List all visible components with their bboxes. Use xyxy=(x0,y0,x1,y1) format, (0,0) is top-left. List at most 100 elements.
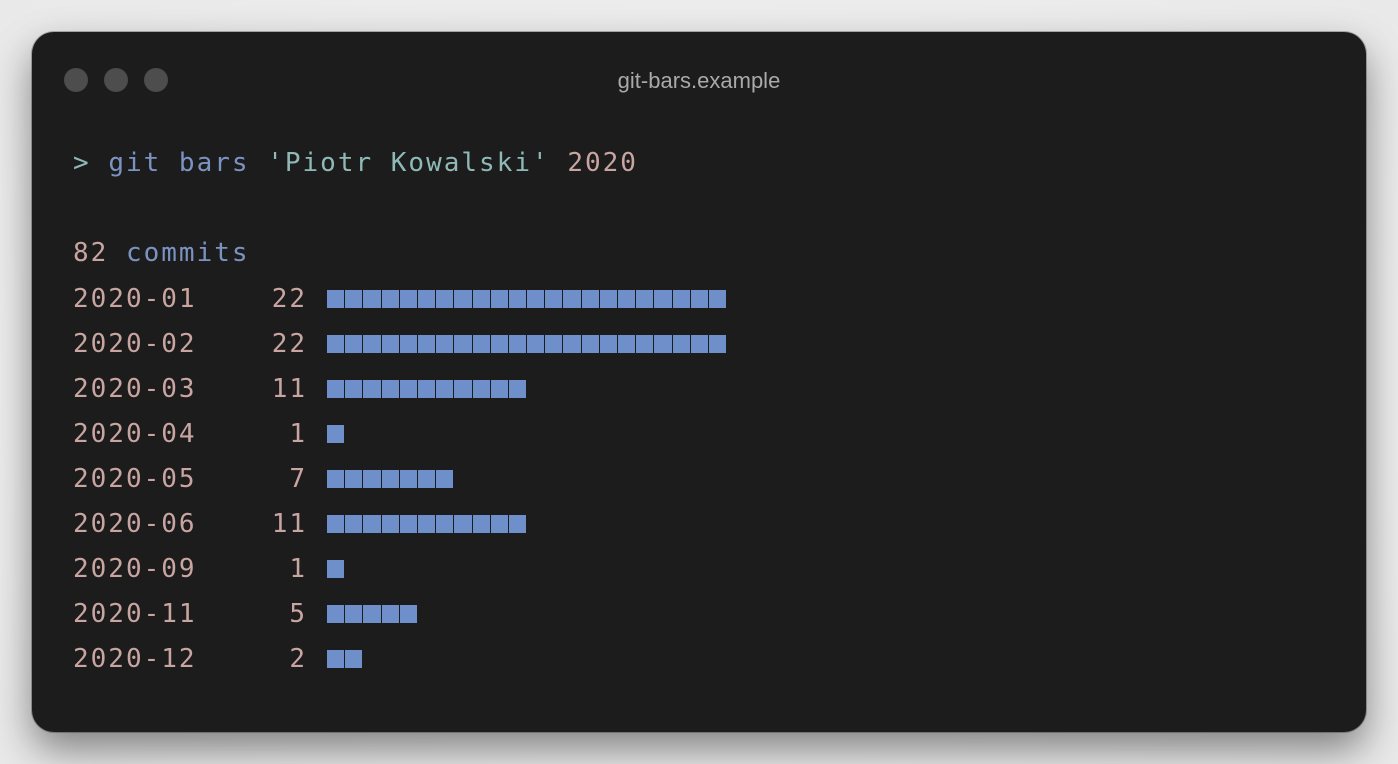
bar-block xyxy=(654,335,672,353)
bar-block xyxy=(436,335,454,353)
commit-bar xyxy=(327,290,727,308)
bar-block xyxy=(327,515,345,533)
commit-bar xyxy=(327,470,454,488)
month-label: 2020-01 xyxy=(73,284,197,314)
bar-row-2020-03: 2020-03 11 xyxy=(73,372,1273,406)
month-label: 2020-06 xyxy=(73,509,197,539)
commit-total: 82 xyxy=(73,238,109,268)
bar-block xyxy=(345,515,363,533)
bar-block xyxy=(454,335,472,353)
bar-block xyxy=(345,380,363,398)
bar-block xyxy=(618,290,636,308)
terminal-window: git-bars.example > git bars 'Piotr Kowal… xyxy=(32,32,1366,732)
bar-block xyxy=(490,335,508,353)
commit-bar xyxy=(327,335,727,353)
bar-block xyxy=(345,605,363,623)
month-label: 2020-09 xyxy=(73,554,197,584)
bar-block xyxy=(436,470,454,488)
bar-row-2020-09: 2020-09 1 xyxy=(73,552,1273,586)
bar-block xyxy=(708,335,727,353)
bar-block xyxy=(327,650,345,668)
bar-block xyxy=(545,290,563,308)
bar-block xyxy=(345,650,363,668)
prompt-symbol: > xyxy=(73,148,91,178)
commit-bar xyxy=(327,380,527,398)
commit-bar xyxy=(327,605,418,623)
bar-block xyxy=(636,335,654,353)
bar-block xyxy=(708,290,727,308)
bar-block xyxy=(527,335,545,353)
bar-block xyxy=(472,515,490,533)
window-title: git-bars.example xyxy=(617,68,781,93)
terminal-content: > git bars 'Piotr Kowalski' 2020 82 comm… xyxy=(73,32,727,674)
bar-block xyxy=(472,380,490,398)
commit-count: 11 xyxy=(271,374,307,404)
bar-block xyxy=(527,290,545,308)
bar-block xyxy=(399,380,417,398)
bar-block xyxy=(417,335,436,353)
bar-block xyxy=(363,470,381,488)
bar-block xyxy=(327,560,345,578)
bar-block xyxy=(454,515,472,533)
commit-summary: 82 commits xyxy=(73,236,250,270)
bar-block xyxy=(399,605,417,623)
commit-bar xyxy=(327,560,345,578)
bar-block xyxy=(381,515,399,533)
month-label: 2020-04 xyxy=(73,419,197,449)
year-argument: 2020 xyxy=(567,148,638,178)
bar-block xyxy=(436,380,454,398)
zoom-window-button[interactable] xyxy=(144,68,168,92)
bar-block xyxy=(636,290,654,308)
commit-count: 1 xyxy=(289,419,307,449)
bar-block xyxy=(436,515,454,533)
bar-block xyxy=(618,335,636,353)
bar-block xyxy=(599,335,617,353)
bar-block xyxy=(545,335,563,353)
bar-row-2020-04: 2020-04 1 xyxy=(73,417,1273,451)
commit-count: 22 xyxy=(271,329,307,359)
bar-block xyxy=(327,605,345,623)
bar-block xyxy=(690,290,708,308)
bar-block xyxy=(399,290,417,308)
bar-block xyxy=(454,290,472,308)
command-text: git bars xyxy=(108,148,250,178)
bar-block xyxy=(563,335,581,353)
bar-block xyxy=(363,290,381,308)
commit-bar xyxy=(327,650,363,668)
bar-block xyxy=(436,290,454,308)
commit-bar xyxy=(327,515,527,533)
bar-block xyxy=(327,425,345,443)
bar-block xyxy=(381,380,399,398)
bar-block xyxy=(490,515,508,533)
bar-block xyxy=(399,335,417,353)
close-window-button[interactable] xyxy=(64,68,88,92)
bar-block xyxy=(363,380,381,398)
bar-block xyxy=(345,335,363,353)
bar-block xyxy=(581,335,599,353)
bar-block xyxy=(345,470,363,488)
bar-block xyxy=(417,290,436,308)
bar-block xyxy=(472,290,490,308)
bar-block xyxy=(327,380,345,398)
bar-block xyxy=(599,290,617,308)
bar-block xyxy=(363,515,381,533)
bar-block xyxy=(327,335,345,353)
bar-block xyxy=(417,380,436,398)
bar-row-2020-01: 2020-01 22 xyxy=(73,282,1273,316)
bar-block xyxy=(490,290,508,308)
bar-block xyxy=(654,290,672,308)
bar-block xyxy=(399,470,417,488)
month-label: 2020-12 xyxy=(73,644,197,674)
bar-block xyxy=(690,335,708,353)
bar-block xyxy=(508,515,527,533)
bar-block xyxy=(417,515,436,533)
bar-block xyxy=(327,290,345,308)
bar-block xyxy=(345,290,363,308)
bar-row-2020-11: 2020-11 5 xyxy=(73,597,1273,631)
bar-block xyxy=(508,335,527,353)
bar-block xyxy=(563,290,581,308)
minimize-window-button[interactable] xyxy=(104,68,128,92)
commit-count: 11 xyxy=(271,509,307,539)
bar-block xyxy=(581,290,599,308)
month-label: 2020-02 xyxy=(73,329,197,359)
